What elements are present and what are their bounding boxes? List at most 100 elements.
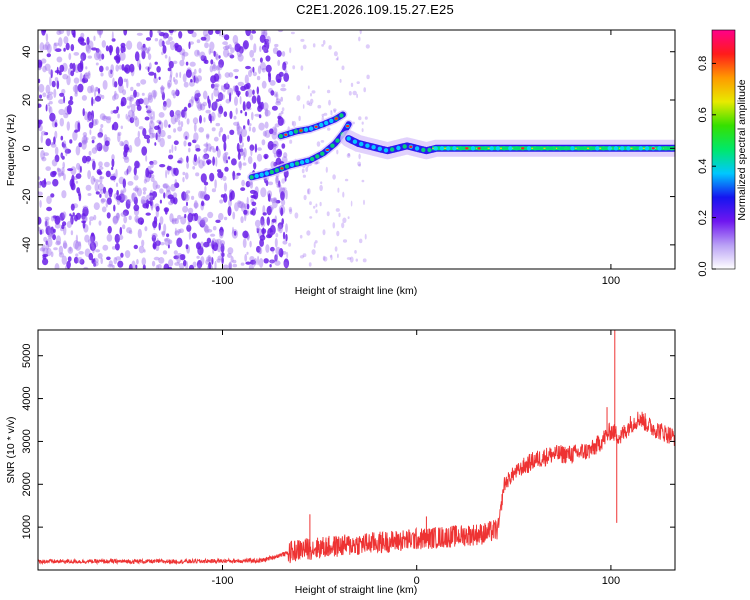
spectrogram-noise-blob [247, 135, 250, 142]
spectrogram-noise-blob [209, 65, 214, 73]
spectrogram-noise-blob [60, 135, 64, 141]
spectrogram-noise-blob [67, 256, 72, 262]
spectrogram-noise-blob [136, 258, 139, 265]
spectrogram-noise-blob [66, 121, 71, 131]
spectrogram-sparse-blob [332, 174, 336, 180]
spectrogram-noise-blob [84, 234, 90, 243]
spectrogram-noise-blob [177, 214, 182, 220]
spectrogram-noise-blob [253, 162, 257, 170]
signal-peak [521, 147, 525, 150]
signal-blob [638, 146, 643, 151]
spectrogram-noise-blob [124, 170, 129, 176]
signal-blob [483, 146, 488, 151]
spectrogram-sparse-blob [364, 233, 367, 240]
spectrogram-noise-blob [44, 216, 50, 221]
spectrogram-noise-blob [54, 263, 60, 269]
spectrogram-noise-blob [122, 89, 127, 96]
spectrogram-noise-blob [167, 82, 171, 89]
spectrogram-noise-blob [270, 246, 275, 252]
signal-blob [359, 141, 364, 147]
spectrogram-noise-blob [123, 30, 128, 36]
spectrogram-noise-blob [145, 167, 150, 178]
spectrogram-noise-blob [61, 155, 65, 160]
spectrogram-noise-blob [193, 123, 197, 132]
spectrogram-noise-blob [38, 119, 41, 129]
spectrogram-noise-blob [239, 148, 244, 153]
spectrogram-noise-blob [183, 131, 190, 141]
spectrogram-noise-blob [123, 67, 129, 73]
spectrogram-y-tick-label: 40 [21, 46, 33, 58]
spectrogram-sparse-blob [326, 211, 330, 217]
spectrogram-noise-blob [252, 66, 255, 73]
spectrogram-noise-blob [43, 236, 48, 243]
spectrogram-noise-blob [179, 228, 184, 233]
spectrogram-noise-blob [182, 205, 189, 213]
spectrogram-noise-blob [48, 104, 51, 113]
spectrogram-noise-blob [246, 196, 249, 206]
signal-blob [259, 172, 264, 177]
spectrogram-noise-blob [186, 161, 190, 169]
signal-blob [320, 151, 325, 156]
signal-blob [421, 147, 426, 153]
spectrogram-noise-blob [242, 230, 249, 239]
spectrogram-noise-blob [210, 111, 216, 122]
spectrogram-noise-blob [159, 86, 166, 91]
spectrogram-sparse-blob [366, 74, 370, 80]
spectrogram-noise-blob [102, 244, 109, 251]
spectrogram-noise-blob [266, 216, 270, 226]
spectrogram-noise-blob [280, 87, 287, 92]
spectrogram-noise-blob [167, 194, 174, 200]
spectrogram-noise-blob [187, 212, 194, 223]
spectrogram-noise-blob [142, 128, 147, 137]
spectrogram-noise-blob [58, 108, 65, 116]
spectrogram-noise-blob [137, 217, 145, 225]
spectrogram-noise-blob [96, 142, 103, 152]
spectrogram-noise-blob [116, 212, 120, 221]
spectrogram-noise-blob [149, 125, 152, 135]
spectrogram-noise-blob [261, 139, 266, 146]
spectrogram-noise-blob [187, 102, 192, 108]
spectrogram-noise-blob [58, 252, 64, 258]
spectrogram-noise-blob [245, 65, 251, 70]
spectrogram-noise-blob [190, 78, 193, 83]
spectrogram-noise-blob [213, 136, 219, 142]
spectrogram-sparse-blob [358, 116, 362, 121]
spectrogram-noise-blob [161, 230, 166, 236]
spectrogram-noise-blob [174, 79, 178, 85]
spectrogram-noise-blob [183, 259, 187, 267]
spectrogram-noise-blob [237, 201, 243, 209]
spectrogram-sparse-blob [328, 45, 332, 50]
spectrogram-noise-blob [143, 249, 146, 253]
spectrogram-noise-blob [66, 260, 71, 269]
spectrogram-noise-blob [112, 95, 116, 101]
spectrogram-noise-blob [168, 259, 174, 267]
spectrogram-sparse-blob [359, 238, 363, 244]
spectrogram-noise-blob [85, 184, 92, 191]
spectrogram-noise-blob [98, 53, 102, 62]
spectrogram-noise-blob [217, 169, 222, 173]
spectrogram-noise-blob [138, 98, 144, 105]
colorbar-tick-label: 0.6 [697, 107, 709, 122]
spectrogram-noise-blob [77, 122, 81, 133]
spectrogram-sparse-blob [283, 261, 288, 268]
spectrogram-noise-blob [180, 121, 184, 128]
signal-blob [310, 156, 315, 162]
spectrogram-noise-blob [157, 134, 161, 143]
spectrogram-noise-blob [138, 63, 142, 71]
spectrogram-noise-blob [121, 142, 124, 147]
spectrogram-noise-blob [48, 69, 54, 75]
signal-blob [249, 175, 254, 180]
spectrogram-sparse-blob [288, 242, 292, 247]
spectrogram-noise-blob [242, 101, 246, 112]
spectrogram-noise-blob [67, 246, 74, 254]
snr-ticks: -100 0 100 1000 2000 3000 4000 5000 [21, 330, 675, 587]
spectrogram-noise-blob [52, 170, 57, 176]
snr-xlabel: Height of straight line (km) [295, 584, 418, 596]
spectrogram-noise-blob [59, 117, 64, 127]
spectrogram-noise-blob [81, 77, 89, 84]
spectrogram-noise-blob [223, 111, 228, 117]
spectrogram-noise-blob [92, 160, 96, 171]
spectrogram-noise-blob [66, 30, 71, 37]
spectrogram-noise-blob [210, 50, 214, 54]
spectrogram-noise-blob [262, 221, 266, 227]
